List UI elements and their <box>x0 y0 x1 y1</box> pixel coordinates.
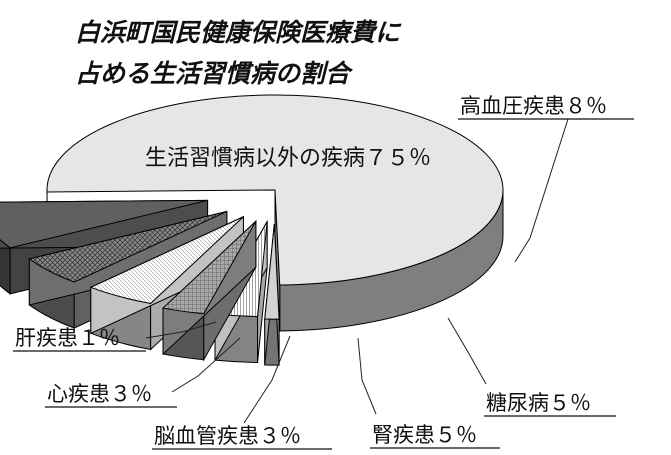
slice-top-diabetes <box>28 210 228 283</box>
leader-line-hypertension <box>514 118 569 263</box>
chart-title-line-2: 占める生活習慣病の割合 <box>75 59 354 88</box>
slice-label-liver: 肝疾患１％ <box>15 326 120 350</box>
leader-line-cerebrovascular <box>243 335 291 424</box>
slice-top-other <box>46 94 504 286</box>
slice-liver <box>264 224 280 366</box>
chart-title-line-1: 白浜町国民健康保険医療費に <box>75 18 402 47</box>
leader-line-heart <box>171 337 241 393</box>
leader-line-liver <box>145 321 217 339</box>
slice-label-other-diseases: 生活習慣病以外の疾病７５％ <box>145 146 431 171</box>
slice-label-kidney: 腎疾患５％ <box>372 423 477 447</box>
slice-top-cerebrovascular <box>162 220 257 315</box>
slice-label-diabetes: 糖尿病５％ <box>486 391 591 415</box>
label-hypertension: 高血圧疾患８％ <box>458 94 634 120</box>
leader-lines <box>145 118 569 424</box>
leader-line-kidney <box>357 337 377 415</box>
label-heart: 心疾患３％ <box>45 382 177 408</box>
slice-side-hypertension <box>0 238 11 295</box>
label-liver: 肝疾患１％ <box>13 326 146 352</box>
slice-top-kidney <box>89 216 244 305</box>
leader-line-diabetes <box>447 317 487 385</box>
label-cerebrovascular: 脳血管疾患３％ <box>152 424 332 450</box>
label-other-diseases: 生活習慣病以外の疾病７５％ <box>145 146 431 171</box>
slice-top-liver <box>264 224 280 320</box>
slice-top-hypertension <box>0 199 208 249</box>
slice-label-heart: 心疾患３％ <box>47 382 152 406</box>
pie-slices <box>0 94 504 366</box>
label-kidney: 腎疾患５％ <box>370 423 500 449</box>
slice-label-hypertension: 高血圧疾患８％ <box>460 94 607 118</box>
label-diabetes: 糖尿病５％ <box>484 391 616 417</box>
slice-label-cerebrovascular: 脳血管疾患３％ <box>154 424 301 448</box>
slice-cerebrovascular <box>162 219 257 362</box>
slice-other <box>46 94 504 332</box>
